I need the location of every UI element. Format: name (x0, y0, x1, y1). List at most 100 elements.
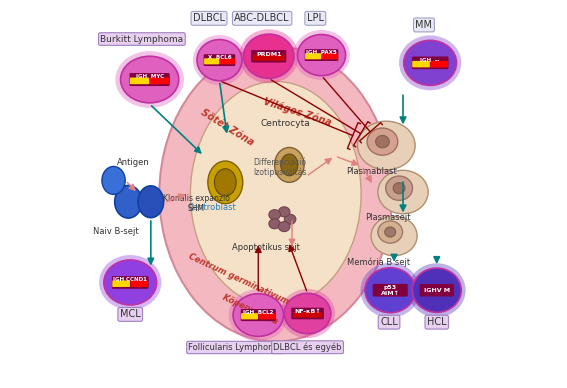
FancyBboxPatch shape (112, 276, 149, 289)
Text: Centroblast: Centroblast (187, 203, 236, 212)
Ellipse shape (404, 40, 456, 85)
FancyBboxPatch shape (219, 58, 235, 64)
Ellipse shape (386, 176, 413, 200)
Text: DLBCL: DLBCL (193, 13, 225, 23)
Text: Antigen: Antigen (117, 158, 149, 166)
Text: Naiv B-sejt: Naiv B-sejt (93, 227, 139, 236)
Ellipse shape (233, 294, 284, 336)
Ellipse shape (214, 169, 236, 196)
Ellipse shape (365, 268, 416, 313)
Ellipse shape (278, 222, 290, 232)
Ellipse shape (367, 128, 398, 155)
Ellipse shape (385, 227, 396, 237)
Ellipse shape (399, 35, 462, 90)
Text: Köpeny zóna: Köpeny zóna (221, 292, 280, 326)
Ellipse shape (361, 263, 420, 318)
FancyBboxPatch shape (112, 281, 130, 287)
FancyBboxPatch shape (412, 61, 430, 68)
FancyBboxPatch shape (130, 281, 148, 287)
FancyBboxPatch shape (373, 284, 408, 296)
Ellipse shape (115, 185, 142, 218)
Ellipse shape (269, 219, 281, 229)
FancyBboxPatch shape (204, 54, 235, 66)
Ellipse shape (375, 135, 390, 148)
Ellipse shape (239, 29, 298, 83)
FancyBboxPatch shape (241, 313, 258, 319)
Ellipse shape (284, 214, 296, 224)
Text: p53
AIM↑: p53 AIM↑ (381, 285, 400, 296)
FancyBboxPatch shape (130, 78, 149, 84)
Text: IGH  --: IGH -- (421, 58, 440, 62)
FancyBboxPatch shape (420, 284, 454, 296)
Text: CLL: CLL (380, 317, 398, 327)
FancyBboxPatch shape (259, 313, 276, 319)
Text: DLBCL és egyéb: DLBCL és egyéb (273, 343, 342, 352)
Ellipse shape (193, 35, 246, 85)
Text: Follicularis Lymphoma: Follicularis Lymphoma (188, 343, 282, 352)
Ellipse shape (159, 47, 392, 341)
Ellipse shape (393, 183, 405, 194)
Ellipse shape (281, 154, 298, 176)
Ellipse shape (121, 56, 179, 103)
FancyBboxPatch shape (130, 73, 170, 86)
Text: Plasmablast: Plasmablast (346, 167, 397, 176)
Ellipse shape (412, 268, 461, 312)
FancyBboxPatch shape (304, 49, 338, 61)
Text: Sötét Zóna: Sötét Zóna (199, 107, 256, 147)
FancyBboxPatch shape (430, 61, 448, 68)
Text: MCL: MCL (120, 309, 141, 319)
Text: Differenciáció
Izotipusváltás: Differenciáció Izotipusváltás (253, 158, 306, 177)
Ellipse shape (280, 289, 335, 338)
Ellipse shape (115, 51, 184, 108)
Ellipse shape (408, 263, 466, 317)
Text: IGH CCND1: IGH CCND1 (113, 277, 147, 282)
FancyBboxPatch shape (305, 53, 321, 59)
Ellipse shape (269, 210, 281, 220)
Ellipse shape (99, 255, 162, 310)
Text: Centrum germinativum: Centrum germinativum (187, 252, 290, 307)
FancyBboxPatch shape (150, 78, 170, 84)
Ellipse shape (371, 216, 417, 256)
Ellipse shape (358, 121, 415, 170)
FancyBboxPatch shape (321, 53, 338, 59)
Ellipse shape (229, 289, 288, 341)
Text: Apoptotikus sejt: Apoptotikus sejt (232, 243, 300, 252)
Text: Klonális expanzió
SHM: Klonális expanzió SHM (163, 194, 230, 213)
Ellipse shape (191, 81, 361, 307)
Ellipse shape (104, 260, 156, 305)
Text: LPL: LPL (307, 13, 324, 23)
Ellipse shape (284, 293, 331, 334)
Text: Memória B sejt: Memória B sejt (347, 257, 410, 267)
Text: MM: MM (416, 20, 433, 30)
Ellipse shape (197, 40, 242, 81)
Ellipse shape (293, 30, 350, 80)
Ellipse shape (208, 161, 243, 204)
FancyBboxPatch shape (293, 312, 322, 318)
FancyBboxPatch shape (412, 57, 448, 69)
Ellipse shape (138, 186, 164, 218)
Text: IGHV M: IGHV M (424, 288, 450, 293)
Ellipse shape (378, 170, 428, 214)
Text: Plasmasejt: Plasmasejt (366, 213, 411, 222)
Text: Világos Zóna: Világos Zóna (261, 96, 332, 128)
Text: Burkitt Lymphoma: Burkitt Lymphoma (100, 35, 184, 43)
Text: NF-κB↑: NF-κB↑ (294, 309, 321, 314)
FancyBboxPatch shape (291, 308, 324, 319)
Ellipse shape (378, 221, 403, 243)
FancyBboxPatch shape (251, 50, 286, 62)
FancyBboxPatch shape (204, 58, 219, 64)
Text: HCL: HCL (427, 317, 447, 327)
Text: ABC-DLBCL: ABC-DLBCL (234, 13, 290, 23)
Ellipse shape (278, 207, 290, 217)
Text: IGH  BCL2: IGH BCL2 (243, 310, 273, 315)
Text: IGH  MYC: IGH MYC (136, 74, 164, 79)
Text: Centrocyta: Centrocyta (261, 119, 310, 128)
FancyBboxPatch shape (253, 55, 285, 61)
Text: X  BCL6: X BCL6 (208, 55, 231, 60)
Text: IGH  PAX5: IGH PAX5 (306, 50, 337, 55)
Ellipse shape (102, 166, 125, 194)
Ellipse shape (274, 147, 304, 182)
Ellipse shape (298, 35, 345, 76)
Ellipse shape (244, 34, 294, 78)
FancyBboxPatch shape (241, 309, 276, 321)
